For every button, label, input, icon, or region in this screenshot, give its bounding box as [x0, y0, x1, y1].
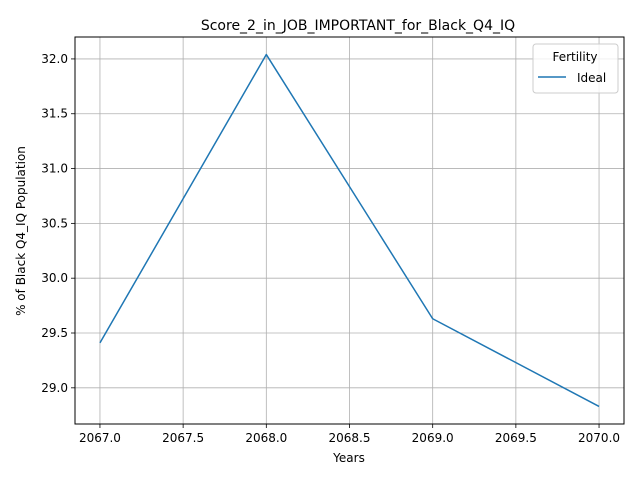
y-tick-label: 32.0	[41, 52, 68, 66]
grid	[75, 37, 624, 424]
legend: Fertility Ideal	[532, 43, 619, 94]
x-tick-label: 2068.5	[329, 431, 371, 445]
x-tick-label: 2067.0	[79, 431, 121, 445]
x-tick-label: 2069.5	[495, 431, 537, 445]
x-axis-label: Years	[332, 451, 365, 465]
y-axis: 29.0 29.5 30.0 30.5 31.0 31.5 32.0	[41, 52, 75, 395]
y-tick-label: 30.5	[41, 216, 68, 230]
series-line-ideal	[99, 53, 600, 408]
y-tick-label: 29.5	[41, 326, 68, 340]
x-axis: 2067.0 2067.5 2068.0 2068.5 2069.0 2069.5 2070…	[79, 424, 620, 445]
y-tick-label: 31.5	[41, 107, 68, 121]
legend-box	[532, 43, 619, 94]
y-tick-label: 31.0	[41, 162, 68, 176]
y-axis-label: % of Black Q4_IQ Population	[14, 146, 28, 316]
x-tick-label: 2070.0	[578, 431, 620, 445]
legend-label-ideal: Ideal	[577, 71, 606, 85]
x-tick-label: 2069.0	[412, 431, 454, 445]
x-tick-label: 2068.0	[245, 431, 287, 445]
y-tick-label: 30.0	[41, 271, 68, 285]
chart-title: Score_2_in_JOB_IMPORTANT_for_Black_Q4_IQ	[201, 18, 515, 34]
x-tick-label: 2067.5	[162, 431, 204, 445]
legend-title: Fertility	[552, 50, 597, 64]
series-layer	[99, 53, 600, 408]
y-tick-label: 29.0	[41, 381, 68, 395]
